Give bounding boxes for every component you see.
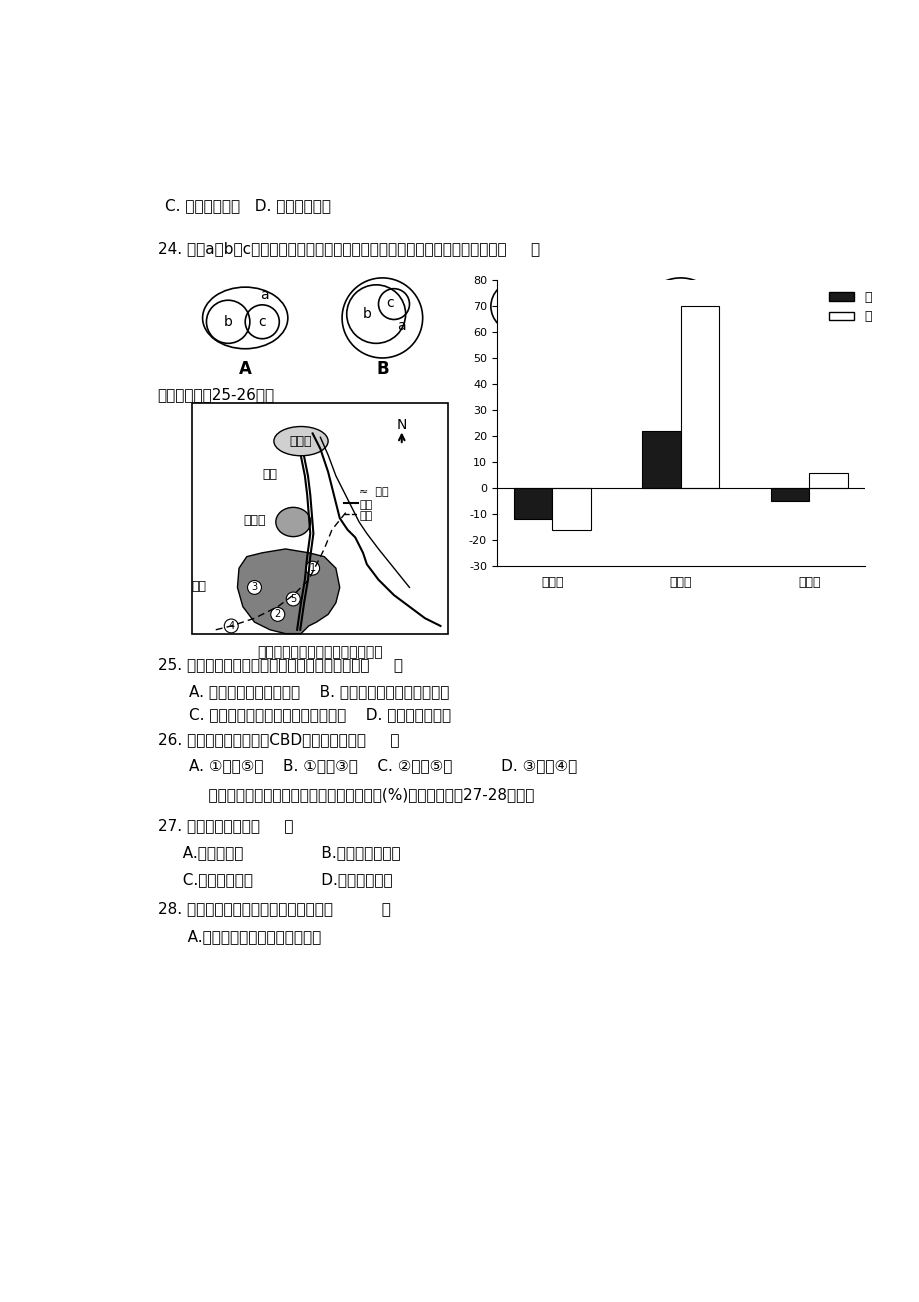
Text: b: b [223,315,233,329]
Text: 公路: 公路 [358,500,372,509]
Text: 24. 如果a、b、c为不同等级的城市，下列哪幅图能正确反映出城市的等级体系（     ）: 24. 如果a、b、c为不同等级的城市，下列哪幅图能正确反映出城市的等级体系（ … [157,241,539,256]
Bar [809,473,847,488]
Text: B: B [376,361,388,379]
Text: 工业区: 工业区 [243,514,266,527]
Text: 铁路: 铁路 [358,512,372,521]
Text: c: c [386,296,393,310]
Text: 读右上我国甲、乙两城市不同区域人口变化(%)统计图，完成27-28小题。: 读右上我国甲、乙两城市不同区域人口变化(%)统计图，完成27-28小题。 [188,788,533,802]
Text: D: D [673,361,686,379]
Text: ≈  河流: ≈ 河流 [358,487,389,497]
Ellipse shape [274,427,328,456]
Text: C. 布局在甲城盛行风下风向的西南郊    D. 不宜引进该企业: C. 布局在甲城盛行风下风向的西南郊 D. 不宜引进该企业 [188,707,450,721]
Bar [641,431,680,488]
Bar [770,488,809,501]
Text: A. ①处和⑤处    B. ①处和③处    C. ②处和⑤处          D. ③处和④处: A. ①处和⑤处 B. ①处和③处 C. ②处和⑤处 D. ③处和④处 [188,758,576,773]
Text: 4: 4 [228,621,234,631]
Text: 3: 3 [251,582,257,592]
Polygon shape [237,549,339,634]
Text: 2: 2 [275,609,280,620]
Text: 28. 导致两城市快速发展的根本原因是（          ）: 28. 导致两城市快速发展的根本原因是（ ） [157,901,390,917]
Bar [680,306,719,488]
Text: a: a [397,319,405,332]
Text: A. 布局在甲城的工业区内    B. 布局在甲乙两城行政边界处: A. 布局在甲城的工业区内 B. 布局在甲乙两城行政边界处 [188,684,448,699]
Text: a: a [260,288,268,302]
Text: c: c [652,311,659,326]
Text: a: a [688,311,697,326]
FancyBboxPatch shape [192,402,448,634]
Circle shape [224,618,238,633]
Text: C: C [523,365,535,383]
Text: C. 科技发展水平   D. 对外开放程度: C. 科技发展水平 D. 对外开放程度 [165,199,331,214]
Text: A.城市土地有偿使用制度的实施: A.城市土地有偿使用制度的实施 [173,930,321,944]
Text: N: N [396,418,406,432]
Text: c: c [527,341,535,355]
Text: A: A [239,361,252,379]
Text: b: b [362,307,371,322]
Legend: 甲, 乙: 甲, 乙 [823,286,876,328]
Text: 26. 乙城的最佳住宅区和CBD应分别布局在（     ）: 26. 乙城的最佳住宅区和CBD应分别布局在（ ） [157,732,399,747]
Bar [551,488,590,530]
Circle shape [286,592,300,605]
Circle shape [270,608,284,621]
Text: 读下图，完成25-26题。: 读下图，完成25-26题。 [157,387,275,402]
Text: b: b [682,311,691,326]
Ellipse shape [276,508,311,536]
Circle shape [247,581,261,595]
Text: 主城区: 主城区 [289,435,312,448]
Text: 27. 两城市发展进入（     ）: 27. 两城市发展进入（ ） [157,819,293,833]
Text: b: b [548,289,557,303]
Text: a: a [502,289,510,303]
Text: 某流域上游甲、乙两城区位示意图: 某流域上游甲、乙两城区位示意图 [257,646,383,659]
Text: 5: 5 [289,594,296,604]
Circle shape [305,561,319,575]
Text: C.逆城市化阶段              D.再城市化阶段: C.逆城市化阶段 D.再城市化阶段 [173,872,392,888]
Text: A.城市化阶段                B.郊区城市化阶段: A.城市化阶段 B.郊区城市化阶段 [173,845,401,861]
Text: c: c [258,315,266,329]
Text: 1: 1 [309,564,315,573]
Bar [513,488,551,519]
Text: 乙城: 乙城 [191,579,206,592]
Text: 甲城: 甲城 [262,469,278,482]
Text: 25. 甲城有意引进一家造纸企业，正确的选项是（     ）: 25. 甲城有意引进一家造纸企业，正确的选项是（ ） [157,656,403,672]
